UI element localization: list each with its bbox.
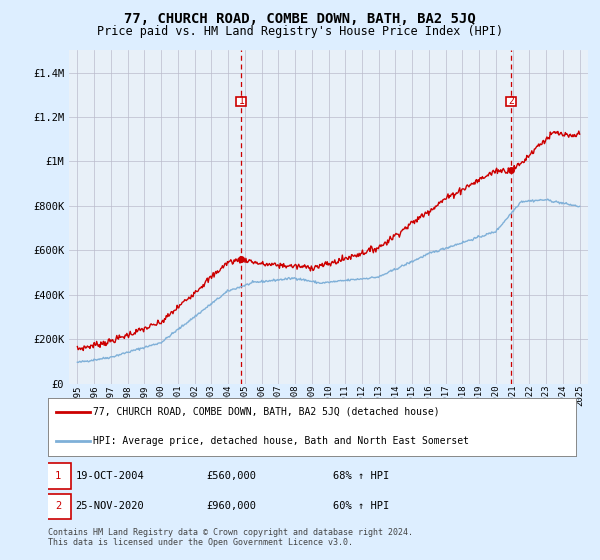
FancyBboxPatch shape [506, 97, 516, 106]
FancyBboxPatch shape [236, 97, 247, 106]
FancyBboxPatch shape [46, 463, 71, 488]
Text: 19-OCT-2004: 19-OCT-2004 [76, 471, 144, 481]
Text: 77, CHURCH ROAD, COMBE DOWN, BATH, BA2 5JQ (detached house): 77, CHURCH ROAD, COMBE DOWN, BATH, BA2 5… [93, 407, 440, 417]
Text: 2: 2 [55, 501, 61, 511]
Text: £960,000: £960,000 [206, 501, 256, 511]
Text: 77, CHURCH ROAD, COMBE DOWN, BATH, BA2 5JQ: 77, CHURCH ROAD, COMBE DOWN, BATH, BA2 5… [124, 12, 476, 26]
Text: 1: 1 [239, 96, 244, 106]
Text: 1: 1 [55, 471, 61, 481]
Text: £560,000: £560,000 [206, 471, 256, 481]
Text: 2: 2 [508, 96, 514, 106]
Text: 25-NOV-2020: 25-NOV-2020 [76, 501, 144, 511]
Text: 68% ↑ HPI: 68% ↑ HPI [333, 471, 389, 481]
Text: 60% ↑ HPI: 60% ↑ HPI [333, 501, 389, 511]
Text: Contains HM Land Registry data © Crown copyright and database right 2024.
This d: Contains HM Land Registry data © Crown c… [48, 528, 413, 547]
FancyBboxPatch shape [46, 494, 71, 519]
Text: Price paid vs. HM Land Registry's House Price Index (HPI): Price paid vs. HM Land Registry's House … [97, 25, 503, 38]
Text: HPI: Average price, detached house, Bath and North East Somerset: HPI: Average price, detached house, Bath… [93, 436, 469, 446]
